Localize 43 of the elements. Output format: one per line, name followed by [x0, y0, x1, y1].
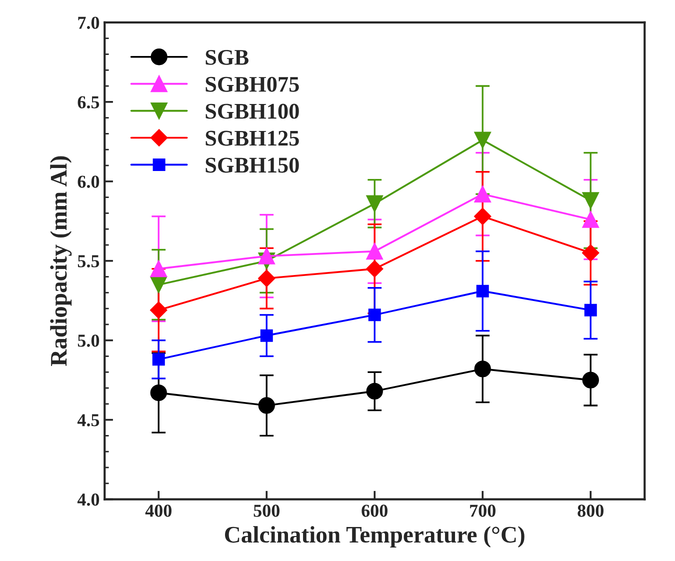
point	[474, 208, 492, 225]
legend-label: SGBH075	[206, 76, 299, 92]
point	[150, 384, 167, 402]
legend-label: SGBH150	[206, 158, 299, 173]
point	[366, 382, 383, 400]
x-tick-label: 500	[254, 504, 280, 517]
point	[582, 244, 600, 262]
legend-label: SGBH125	[206, 130, 299, 146]
point	[584, 304, 597, 316]
point	[366, 260, 384, 278]
point	[150, 260, 167, 278]
point	[476, 284, 489, 298]
y-tick-label: 4.5	[77, 414, 100, 426]
x-tick-label: 400	[145, 504, 172, 517]
point	[474, 186, 491, 202]
x-tick-label: 800	[578, 504, 604, 517]
point	[258, 270, 276, 287]
point	[260, 329, 273, 342]
point	[582, 192, 599, 209]
legend-label: SGBH100	[206, 104, 299, 119]
point	[474, 132, 491, 148]
y-tick-label: 7.0	[78, 16, 100, 29]
point	[474, 360, 491, 378]
point	[150, 302, 168, 319]
y-tick-label: 5.0	[78, 334, 100, 347]
point	[366, 195, 383, 212]
y-tick-label: 5.5	[78, 255, 100, 268]
point	[152, 353, 165, 366]
x-tick-label: 600	[362, 504, 388, 517]
legend-label: SGB	[206, 50, 248, 65]
y-tick-label: 6.5	[78, 96, 100, 108]
x-axis-title: Calcination Temperature (°C)	[225, 526, 524, 548]
point	[258, 397, 275, 414]
point	[150, 276, 167, 294]
point	[258, 248, 275, 264]
x-tick-label: 700	[470, 504, 496, 517]
point	[368, 308, 381, 322]
y-tick-label: 6.0	[78, 176, 100, 188]
point	[582, 372, 599, 388]
y-tick-label: 4.0	[77, 494, 100, 506]
point	[582, 211, 599, 228]
point	[366, 242, 383, 260]
y-axis-title: Radiopacity (mm Al)	[50, 156, 72, 366]
